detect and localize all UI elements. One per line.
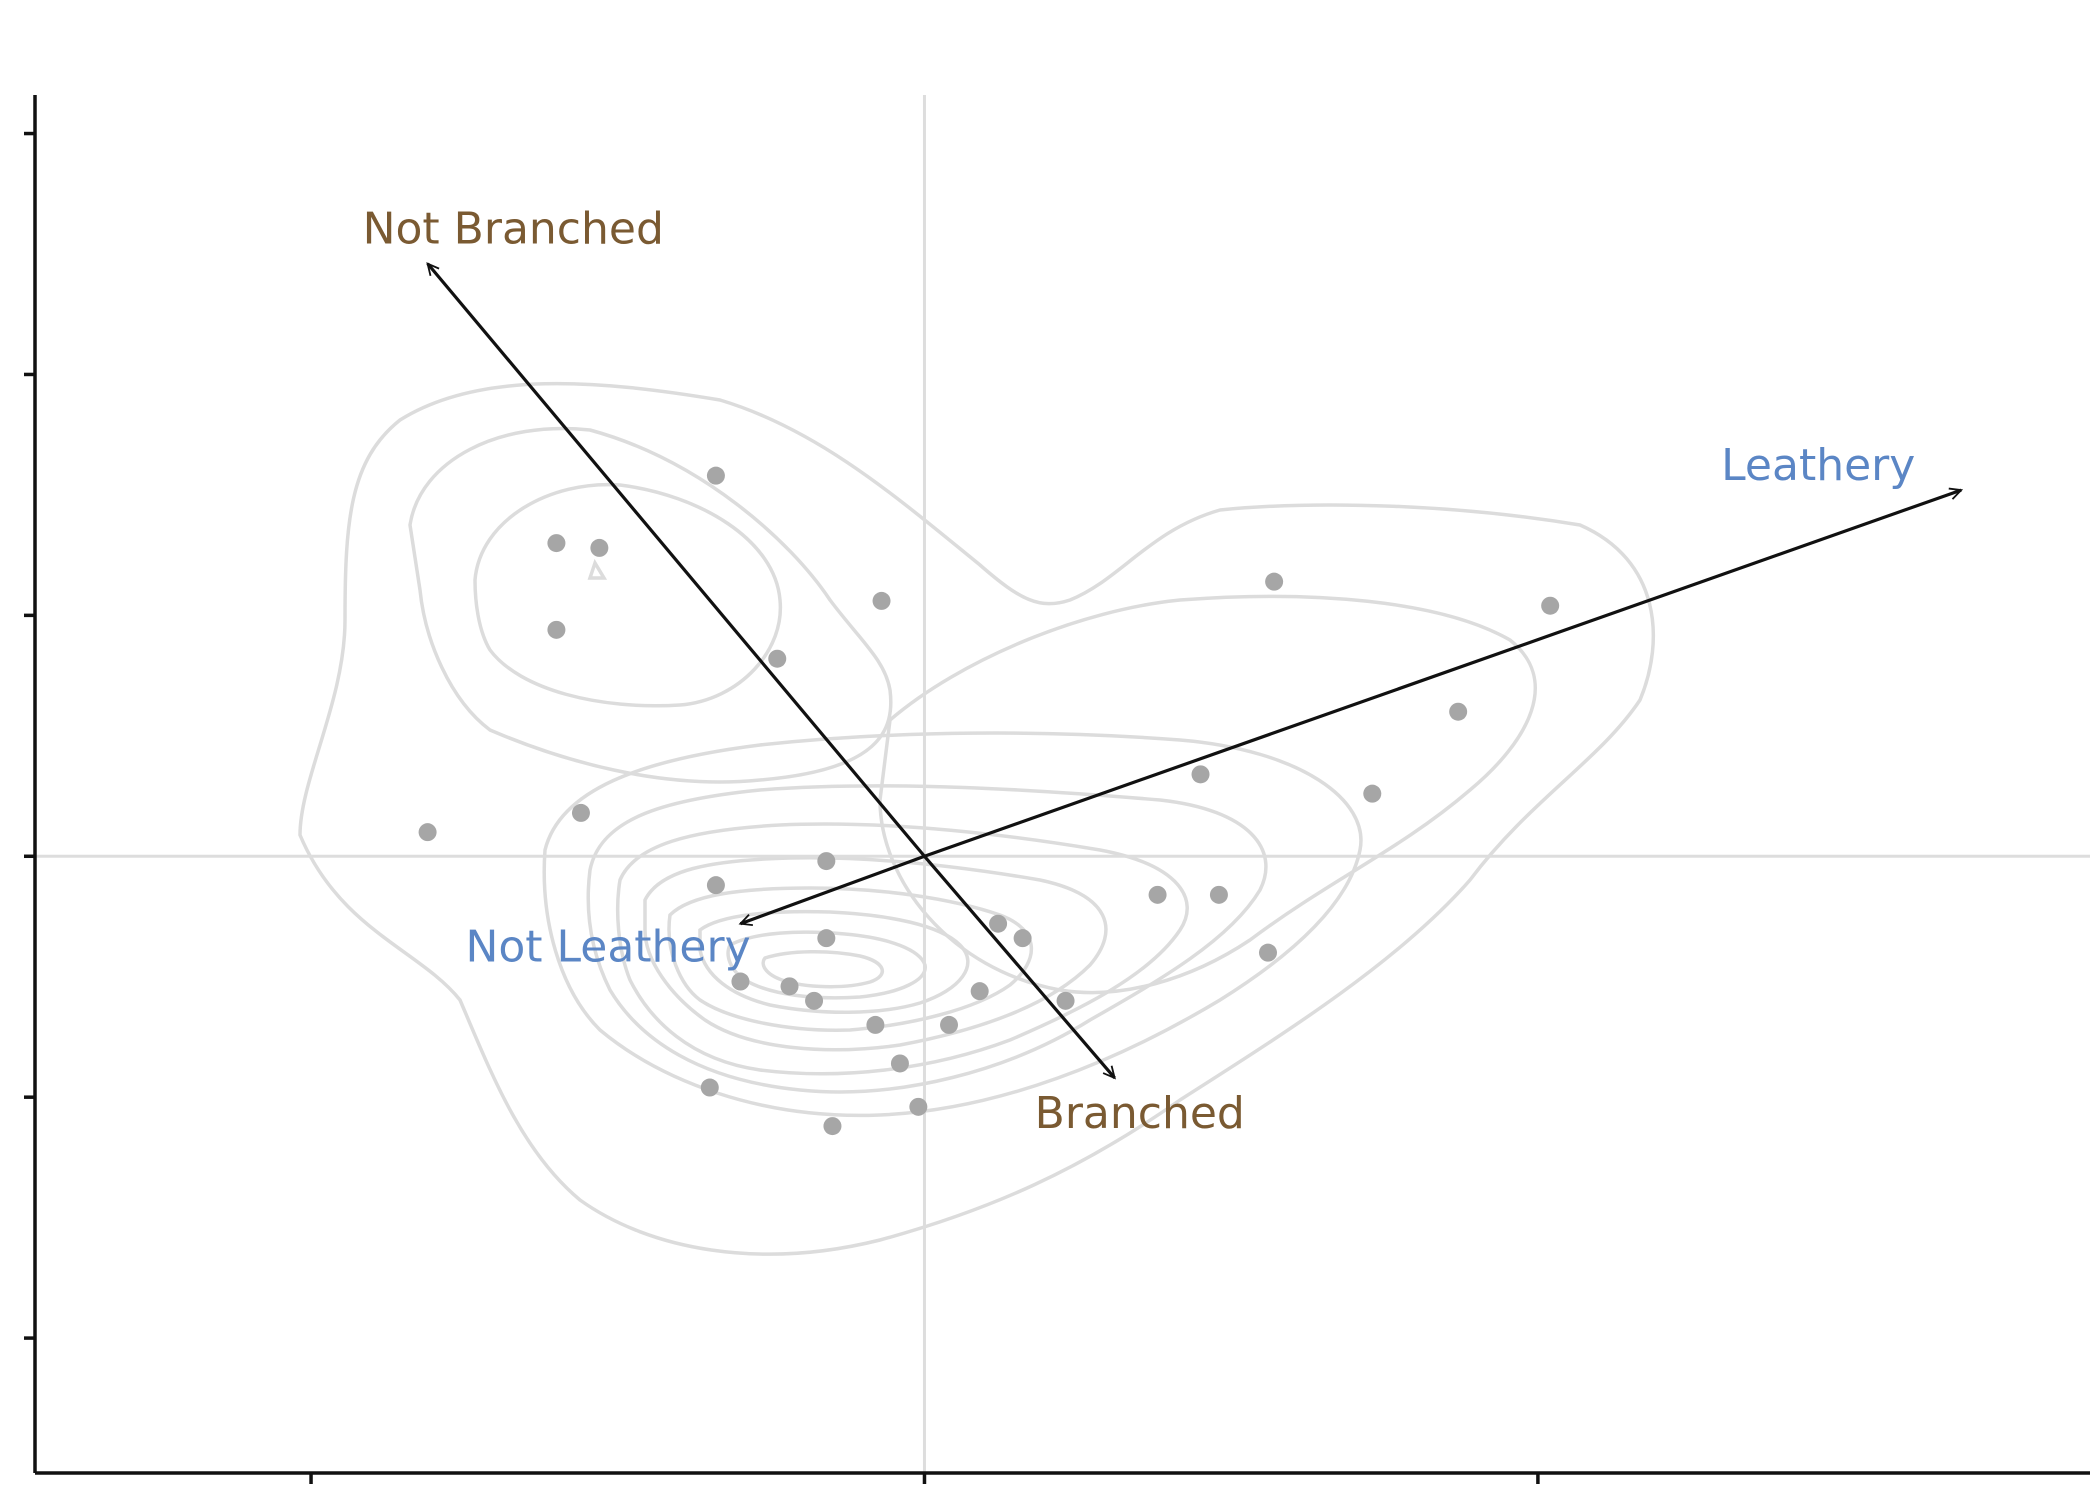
density-contour [761, 950, 884, 989]
loading-arrow [738, 854, 926, 927]
data-point [1148, 885, 1167, 904]
data-point [970, 982, 989, 1001]
data-point [418, 823, 437, 842]
density-contour [587, 558, 608, 580]
loading-arrow [923, 487, 1964, 858]
data-point [872, 591, 891, 610]
loading-arrows: Leathery Not Leathery Not Branched Branched [363, 204, 1964, 1139]
loading-arrow [426, 262, 926, 858]
density-contour [878, 594, 1537, 995]
data-point [823, 1117, 842, 1136]
data-point [547, 534, 566, 553]
data-point [1191, 765, 1210, 784]
data-point [817, 852, 836, 871]
data-point [780, 977, 799, 996]
data-point [731, 972, 750, 991]
data-point [547, 620, 566, 639]
density-contour [667, 886, 1034, 1032]
data-point [571, 803, 590, 822]
data-point [989, 914, 1008, 933]
arrow-label: Not Branched [363, 204, 664, 255]
data-point [909, 1097, 928, 1116]
data-point [1265, 572, 1284, 591]
data-point [1363, 784, 1382, 803]
arrow-label: Not Leathery [465, 922, 750, 973]
density-contour [298, 381, 1656, 1256]
data-point [1541, 596, 1560, 615]
arrow-label: Branched [1035, 1088, 1245, 1139]
density-contour [586, 784, 1268, 1094]
reference-lines [35, 95, 2090, 1473]
data-point [817, 929, 836, 948]
density-contours [298, 381, 1656, 1256]
data-point [706, 466, 725, 485]
data-point [706, 876, 725, 895]
density-contour [408, 426, 893, 784]
data-point [1056, 991, 1075, 1010]
data-point [890, 1054, 909, 1073]
data-point [1259, 943, 1277, 962]
axes [24, 95, 2090, 1484]
data-point [590, 538, 609, 557]
data-point [866, 1015, 885, 1034]
data-point [700, 1078, 719, 1097]
scatter-points [418, 466, 1560, 1136]
data-point [1449, 702, 1468, 721]
data-point [805, 991, 824, 1010]
density-contour [643, 856, 1108, 1052]
data-point [768, 649, 787, 668]
arrow-label: Leathery [1721, 440, 1915, 491]
data-point [940, 1015, 959, 1034]
density-contour [473, 482, 783, 708]
loading-arrow [923, 855, 1116, 1080]
data-point [1013, 929, 1032, 948]
data-point [1209, 885, 1228, 904]
density-contour [615, 822, 1189, 1076]
density-contour [542, 731, 1363, 1118]
density-contour [698, 909, 970, 1015]
